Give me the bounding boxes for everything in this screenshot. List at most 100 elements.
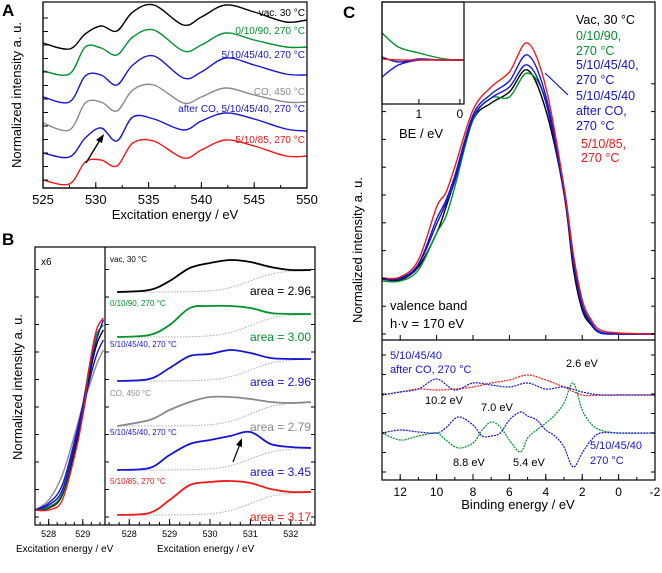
legend-5-10-85: 5/10/85, 270 °C <box>235 135 305 146</box>
difference-line-upper <box>381 378 655 396</box>
series-line-b-right <box>116 395 312 427</box>
b-label-5-10-85: 5/10/85, 270 °C <box>110 477 166 486</box>
x-tick-label: 528 <box>41 529 56 539</box>
panel-b-right-xlabel: Excitation energy / eV <box>157 544 255 555</box>
x-tick-label: 6 <box>506 485 513 499</box>
panel-a-xlabel: Excitation energy / eV <box>112 207 239 222</box>
x-tick-label: 545 <box>243 192 265 207</box>
inset-x-tick-label: 1 <box>416 107 423 121</box>
peak-label-2-6: 2.6 eV <box>566 358 598 370</box>
panel-c-frame <box>381 1 656 481</box>
series-line-a <box>42 138 308 186</box>
b-label-vac: vac, 30 °C <box>110 255 147 264</box>
c-legend-after-co-b: after CO, <box>576 104 627 118</box>
series-line-b-right <box>117 480 312 516</box>
x-tick-label: 540 <box>191 192 213 207</box>
area-co: area = 2.79 <box>250 420 311 434</box>
diff-lower-label-2: 270 °C <box>590 455 624 467</box>
b-label-5-10-45-40-b: 5/10/45/40, 270 °C <box>110 428 177 437</box>
panel-b-scale-note: x6 <box>41 257 52 268</box>
b-label-0-10-90: 0/10/90, 270 °C <box>110 299 166 308</box>
c-legend-5-10-85-b: 270 °C <box>581 151 619 165</box>
legend-0-10-90: 0/10/90, 270 °C <box>235 26 305 37</box>
area-5-10-45-40-b: area = 3.45 <box>250 465 311 479</box>
x-tick-label: 0 <box>615 485 622 499</box>
x-tick-label: 535 <box>138 192 160 207</box>
series-line-b-right <box>117 430 312 471</box>
x-tick-label: 530 <box>202 529 217 539</box>
legend-vac: vac. 30 °C <box>259 8 305 19</box>
difference-line-upper <box>381 374 655 397</box>
legend-co: CO, 450 °C <box>254 87 305 98</box>
valence-band-label: valence band <box>390 298 467 313</box>
series-line-c <box>381 64 656 335</box>
diff-upper-label-2: after CO, 270 °C <box>390 364 471 376</box>
x-tick-label: 12 <box>394 485 408 499</box>
panel-b-frame <box>34 246 316 526</box>
c-legend-5-10-45-40-a: 5/10/45/40, <box>576 58 639 72</box>
x-tick-label: 2 <box>579 485 586 499</box>
arrow-annotation-a <box>85 134 104 164</box>
diff-lower-label-1: 5/10/45/40 <box>590 440 642 452</box>
x-tick-label: 532 <box>283 529 298 539</box>
x-tick-label: 530 <box>85 192 107 207</box>
peak-label-8-8: 8.8 eV <box>453 457 485 469</box>
inset-xlabel: BE / eV <box>399 126 443 141</box>
panel-label-c: C <box>343 3 355 22</box>
panel-b-ylabel: Normalized intensity a. u. <box>10 314 25 460</box>
c-legend-5-10-45-40-b: 270 °C <box>576 73 614 87</box>
b-label-5-10-45-40: 5/10/45/40, 270 °C <box>110 340 177 349</box>
x-tick-label: 529 <box>162 529 177 539</box>
peak-label-5-4: 5.4 eV <box>513 457 545 469</box>
c-legend-0-10-90-a: 0/10/90, <box>576 29 621 43</box>
area-5-10-45-40: area = 2.96 <box>250 375 311 389</box>
c-legend-5-10-85-a: 5/10/85, <box>581 137 626 151</box>
area-0-10-90: area = 3.00 <box>250 330 311 344</box>
series-line-b-left <box>35 319 104 511</box>
panel-c-plot: 1 012 10 8 6 4 2 0 -2 <box>381 3 661 499</box>
x-tick-label: 531 <box>243 529 258 539</box>
series-line-b-left <box>35 317 104 512</box>
inset-background <box>383 3 463 103</box>
area-5-10-85: area = 3.17 <box>250 510 311 524</box>
series-line-b-right <box>117 259 312 293</box>
c-legend-0-10-90-b: 270 °C <box>576 44 614 58</box>
x-tick-label: -2 <box>650 485 661 499</box>
legend-pointer-line <box>544 72 569 96</box>
c-legend-vac: Vac, 30 °C <box>576 13 635 27</box>
series-line-a <box>42 112 308 159</box>
series-line-b-left <box>35 339 104 511</box>
x-tick-label: 10 <box>430 485 444 499</box>
area-vac: area = 2.96 <box>250 284 311 298</box>
panel-c-xlabel: Binding energy / eV <box>461 497 575 512</box>
difference-line-lower <box>381 411 655 468</box>
x-tick-label: 8 <box>470 485 477 499</box>
x-tick-label: 528 <box>122 529 137 539</box>
panel-a-plot: 525 530 535 540 545 550 <box>32 3 318 207</box>
series-line-b-right <box>117 349 312 382</box>
x-tick-label: 550 <box>296 192 318 207</box>
series-line-b-left <box>35 349 104 511</box>
legend-after-co: after CO, 5/10/45/40, 270 °C <box>178 104 305 115</box>
c-legend-after-co-c: 270 °C <box>576 119 614 133</box>
b-label-co: CO, 450 °C <box>110 389 151 398</box>
series-line-a <box>42 28 308 76</box>
photon-energy-label: h·v = 170 eV <box>390 316 464 331</box>
difference-line-lower <box>381 382 656 453</box>
series-line-a <box>42 54 308 104</box>
inset-x-tick-label: 0 <box>457 107 464 121</box>
series-line-a <box>42 3 308 50</box>
inset-frame <box>381 1 465 105</box>
inset-series-line <box>381 58 464 61</box>
legend-5-10-45-40: 5/10/45/40, 270 °C <box>221 50 305 61</box>
arrow-annotation-b <box>232 438 242 463</box>
diff-upper-label-1: 5/10/45/40 <box>390 350 442 362</box>
panel-label-a: A <box>2 1 14 20</box>
peak-label-7-0: 7.0 eV <box>481 402 513 414</box>
panel-c-ylabel: Normalized intensity a. u. <box>350 177 365 323</box>
panel-b-plot: 528 529 528 529 530 531 532 <box>35 259 315 539</box>
panel-b-left-xlabel: Excitation energy / eV <box>16 544 114 555</box>
x-tick-label: 529 <box>75 529 90 539</box>
series-line-a <box>42 83 308 132</box>
